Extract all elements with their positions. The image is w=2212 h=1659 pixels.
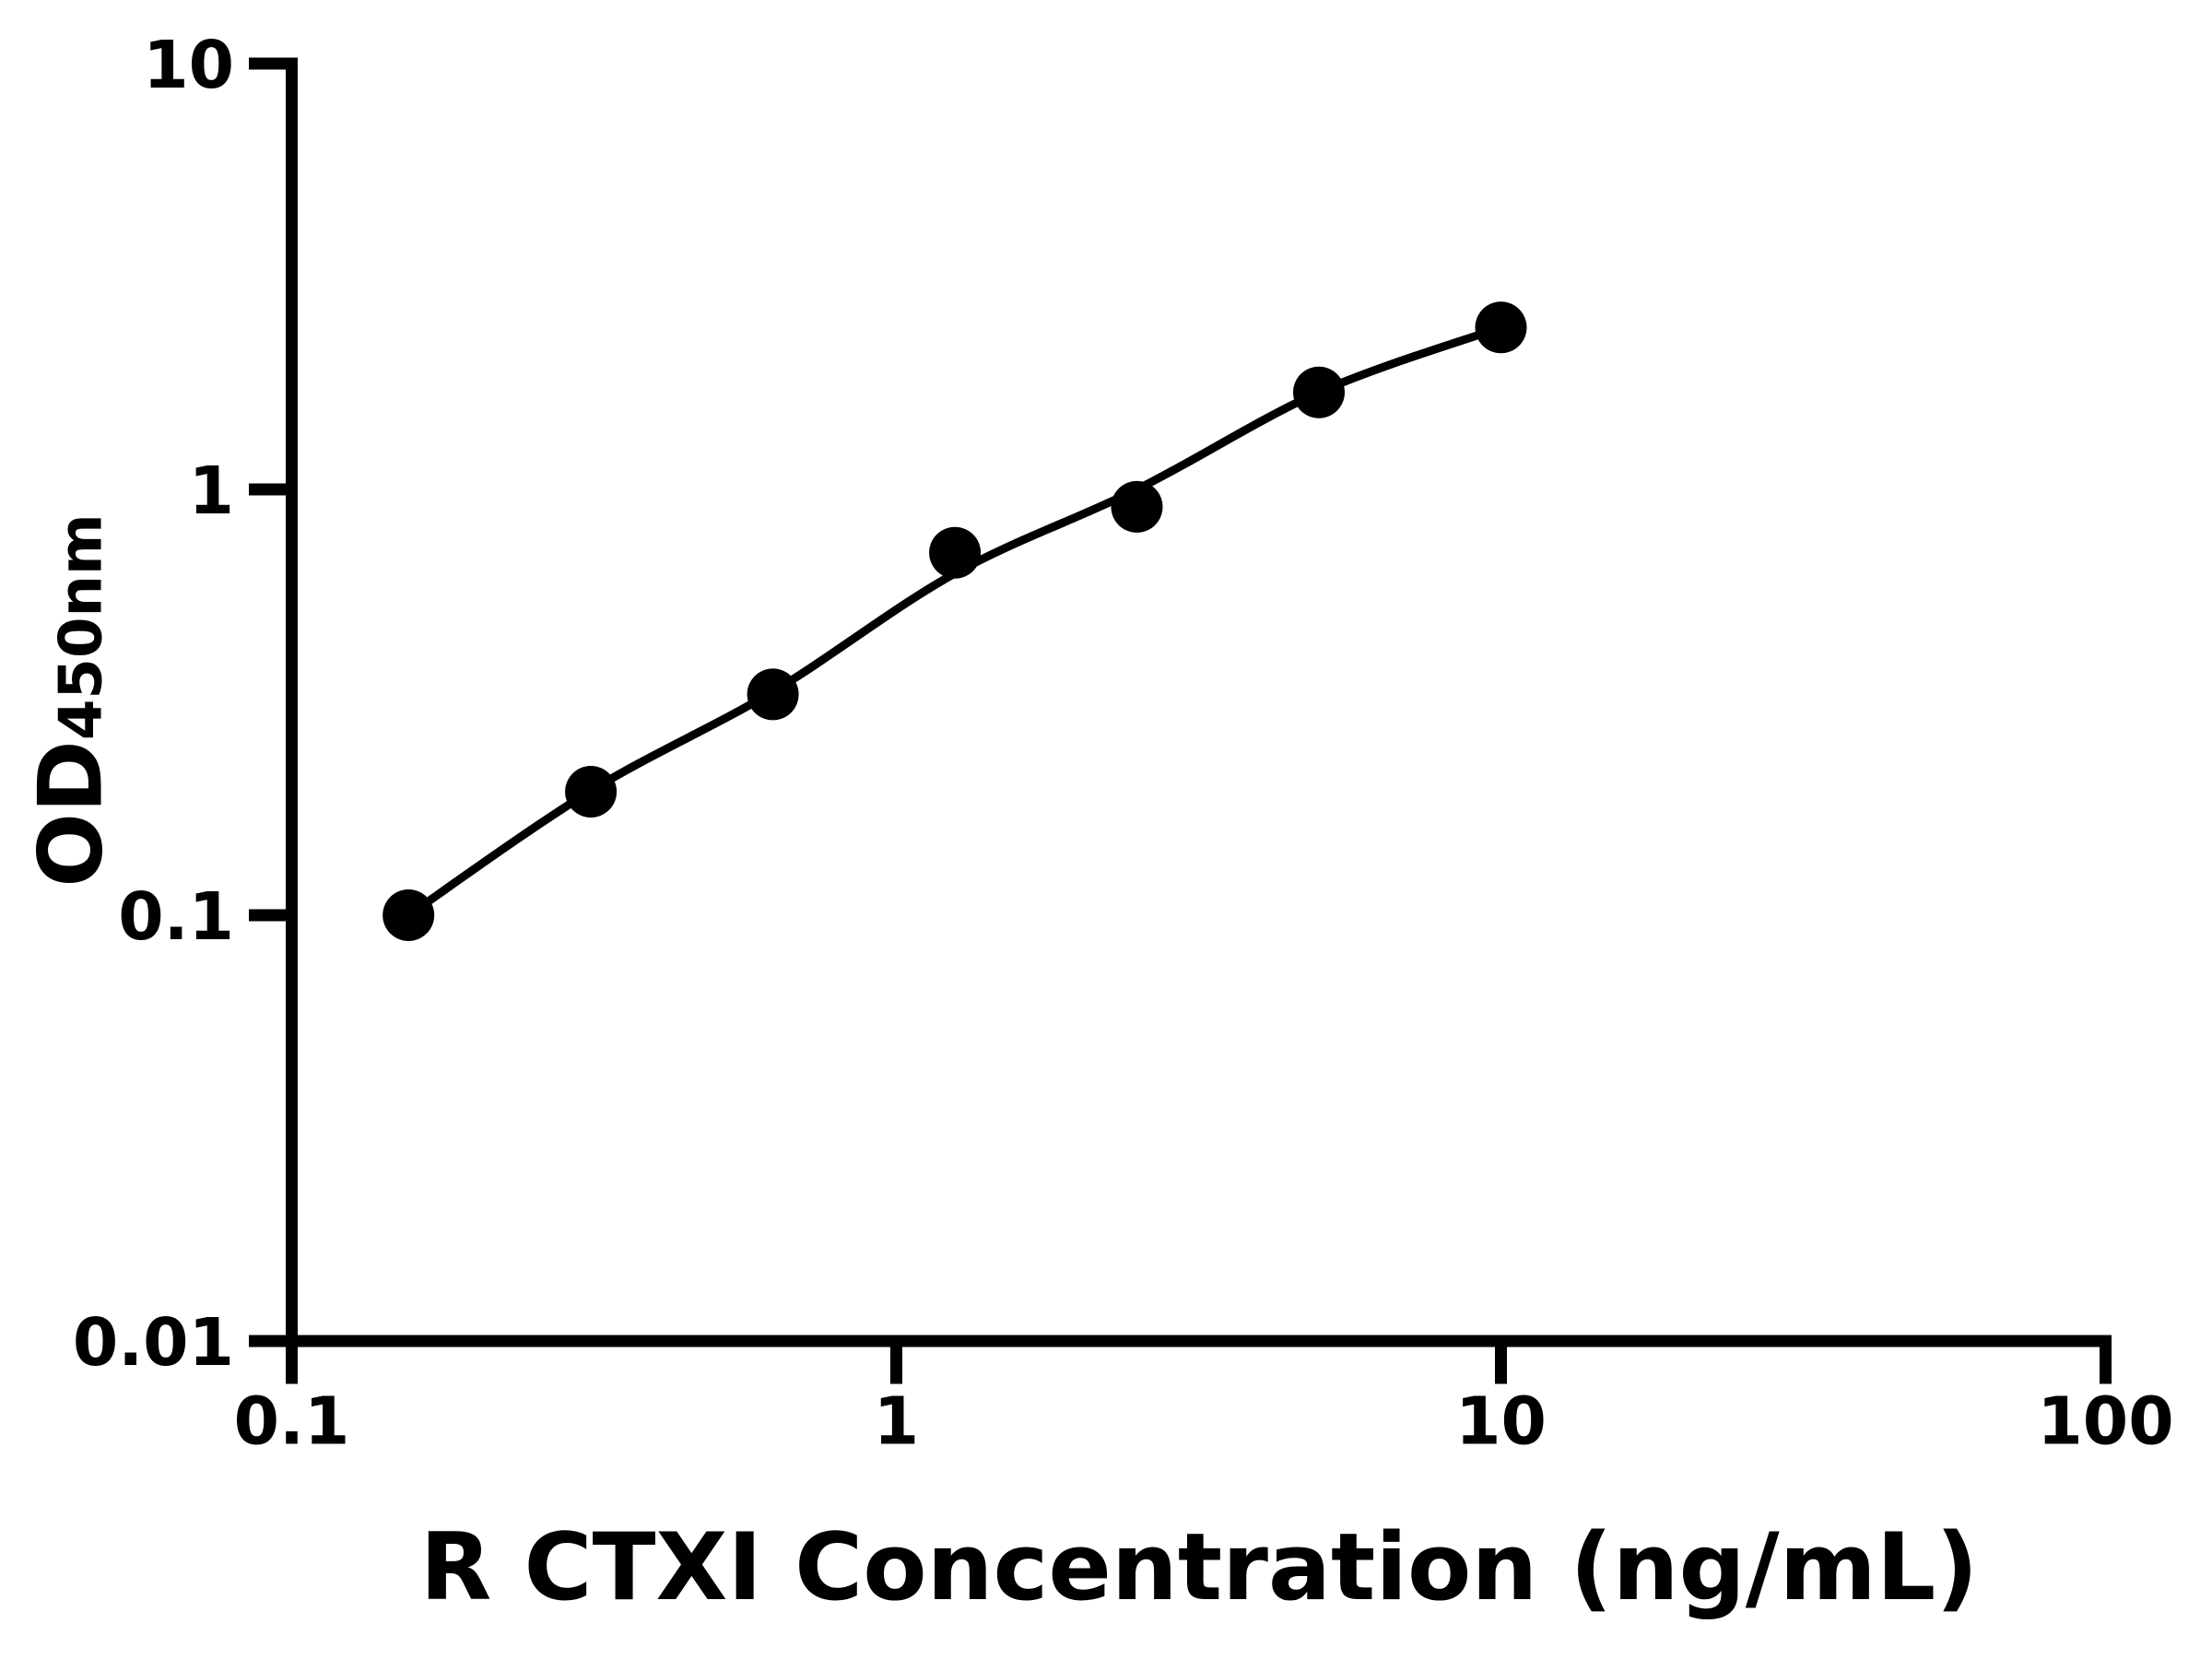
fit-curve-path xyxy=(404,323,1505,920)
x-axis-title: R CTXI Concentration (ng/mL) xyxy=(419,1512,1979,1621)
data-point-3 xyxy=(747,668,799,721)
data-point-4 xyxy=(929,526,982,579)
y-axis-title-subscript: 450nm xyxy=(47,513,116,741)
y-axis-title: OD 450nm xyxy=(20,513,123,888)
x-tick-label: 10 xyxy=(1455,1383,1547,1460)
y-axis-title-main: OD xyxy=(20,740,123,888)
data-point-5 xyxy=(1111,480,1163,533)
y-tick-label: 10 xyxy=(143,27,234,103)
data-point-6 xyxy=(1293,366,1345,418)
x-tick-label: 0.1 xyxy=(234,1383,350,1460)
x-tick-label: 1 xyxy=(874,1383,919,1460)
data-point-1 xyxy=(382,889,435,941)
data-point-7 xyxy=(1475,301,1527,354)
x-tick-label: 100 xyxy=(2037,1383,2173,1460)
y-tick-label: 1 xyxy=(189,453,234,529)
y-tick-label: 0.1 xyxy=(118,878,234,955)
y-tick-label: 0.01 xyxy=(73,1304,234,1381)
data-point-2 xyxy=(565,766,618,818)
